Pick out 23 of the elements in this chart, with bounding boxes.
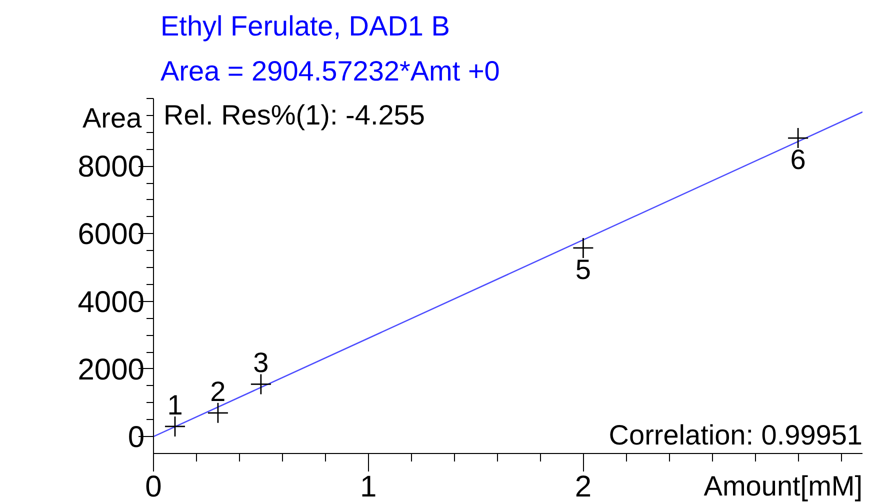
annotation: Correlation: 0.99951 [608, 420, 863, 450]
chart-subtitle: Area = 2904.57232*Amt +0 [160, 56, 500, 86]
point [164, 416, 186, 438]
y-tick-label: 0 [128, 421, 145, 454]
y-tick-label: 4000 [78, 286, 145, 319]
point [207, 402, 229, 424]
annotation: 1 [167, 389, 183, 420]
annotation: 5 [575, 254, 591, 285]
point [787, 127, 809, 149]
x-axis-title: Amount[mM] [704, 470, 862, 502]
point [572, 237, 594, 259]
x-tick-label: 1 [360, 470, 377, 504]
point [250, 373, 272, 395]
chart-title: Ethyl Ferulate, DAD1 B [160, 10, 450, 42]
y-tick-label: 8000 [78, 150, 145, 184]
annotation: 6 [790, 144, 806, 176]
annotation: 3 [253, 347, 269, 378]
x-tick-label: 2 [574, 470, 592, 504]
y-tick-label: 6000 [78, 218, 145, 252]
annotation: Rel. Res%(1): -4.255 [164, 100, 425, 130]
y-axis-title: Area [82, 102, 142, 134]
annotation: 2 [210, 376, 226, 407]
y-tick-label: 2000 [78, 353, 145, 386]
